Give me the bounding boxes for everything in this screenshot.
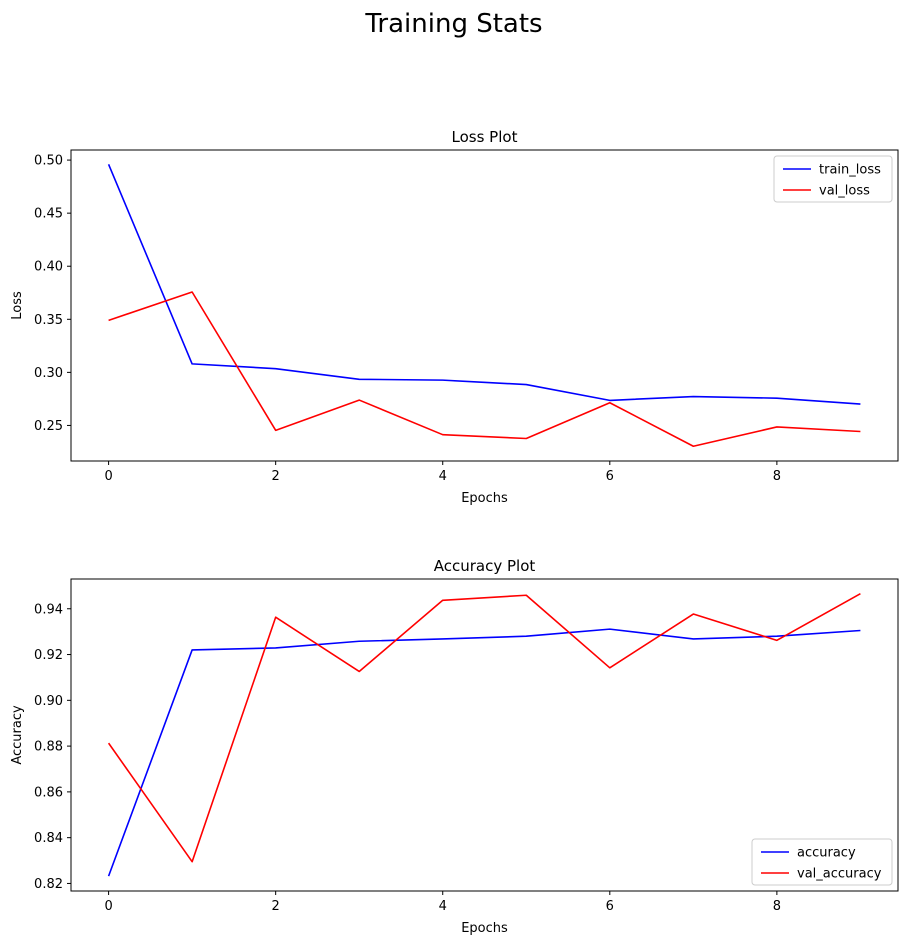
loss-plot: Loss Plot Epochs Loss 0 2 4 6 8 0.25 0.30 0.35 0… [10,128,899,506]
accuracy-x-axis-label: Epochs [461,921,508,936]
series-line-val-loss [108,291,861,448]
loss-plot-y-tick-label: 0.35 [34,313,63,328]
loss-plot-y-tick-label: 0.40 [34,260,63,275]
loss-plot-y-tick-label: 0.50 [34,154,63,169]
series-line-train-loss [107,164,861,405]
accuracy-plot-y-tick-label: 0.94 [34,602,63,617]
loss-plot-x-tick-label: 2 [272,469,280,484]
loss-y-axis-label: Loss [10,291,25,320]
accuracy-plot-y-tick-label: 0.84 [34,831,63,846]
loss-plot-x-tick-label: 0 [104,469,112,484]
loss-plot-y-tick-label: 0.25 [34,419,63,434]
accuracy-plot-legend: accuracy val_accuracy [751,838,893,886]
accuracy-plot-x-tick-label: 0 [104,899,112,914]
accuracy-plot-axes-frame [70,578,899,892]
accuracy-plot-x-tick-label: 8 [773,899,781,914]
figure-title: Training Stats [364,9,542,39]
loss-plot-x-tick-label: 4 [439,469,447,484]
legend-label-val-accuracy: val_accuracy [797,867,882,882]
loss-plot-x-tick-label: 8 [773,469,781,484]
accuracy-plot-title: Accuracy Plot [434,557,536,575]
accuracy-plot-y-tick-label: 0.82 [34,877,63,892]
loss-plot-legend: train_loss val_loss [773,155,893,203]
accuracy-y-axis-label: Accuracy [10,705,25,765]
accuracy-plot-x-tick-label: 4 [439,899,447,914]
loss-plot-x-tick-label: 6 [606,469,614,484]
accuracy-plot-x-tick-label: 2 [272,899,280,914]
legend-label-accuracy: accuracy [797,846,856,861]
legend-label-train-loss: train_loss [819,163,881,178]
loss-plot-y-tick-label: 0.45 [34,207,63,222]
accuracy-plot-y-tick-label: 0.90 [34,694,63,709]
loss-plot-y-tick-label: 0.30 [34,366,63,381]
accuracy-plot-y-tick-label: 0.86 [34,785,63,800]
loss-plot-axes-frame [70,149,899,462]
accuracy-plot-y-tick-label: 0.92 [34,648,63,663]
loss-x-axis-label: Epochs [461,491,508,506]
series-line-accuracy [107,628,861,877]
loss-plot-title: Loss Plot [452,128,518,146]
accuracy-plot-x-tick-label: 6 [606,899,614,914]
accuracy-plot-y-tick-label: 0.88 [34,740,63,755]
legend-label-val-loss: val_loss [819,184,870,199]
accuracy-plot: Accuracy Plot Epochs Accuracy 0 2 4 6 8 0.82 0… [10,557,899,936]
series-line-val-accuracy [107,592,861,863]
